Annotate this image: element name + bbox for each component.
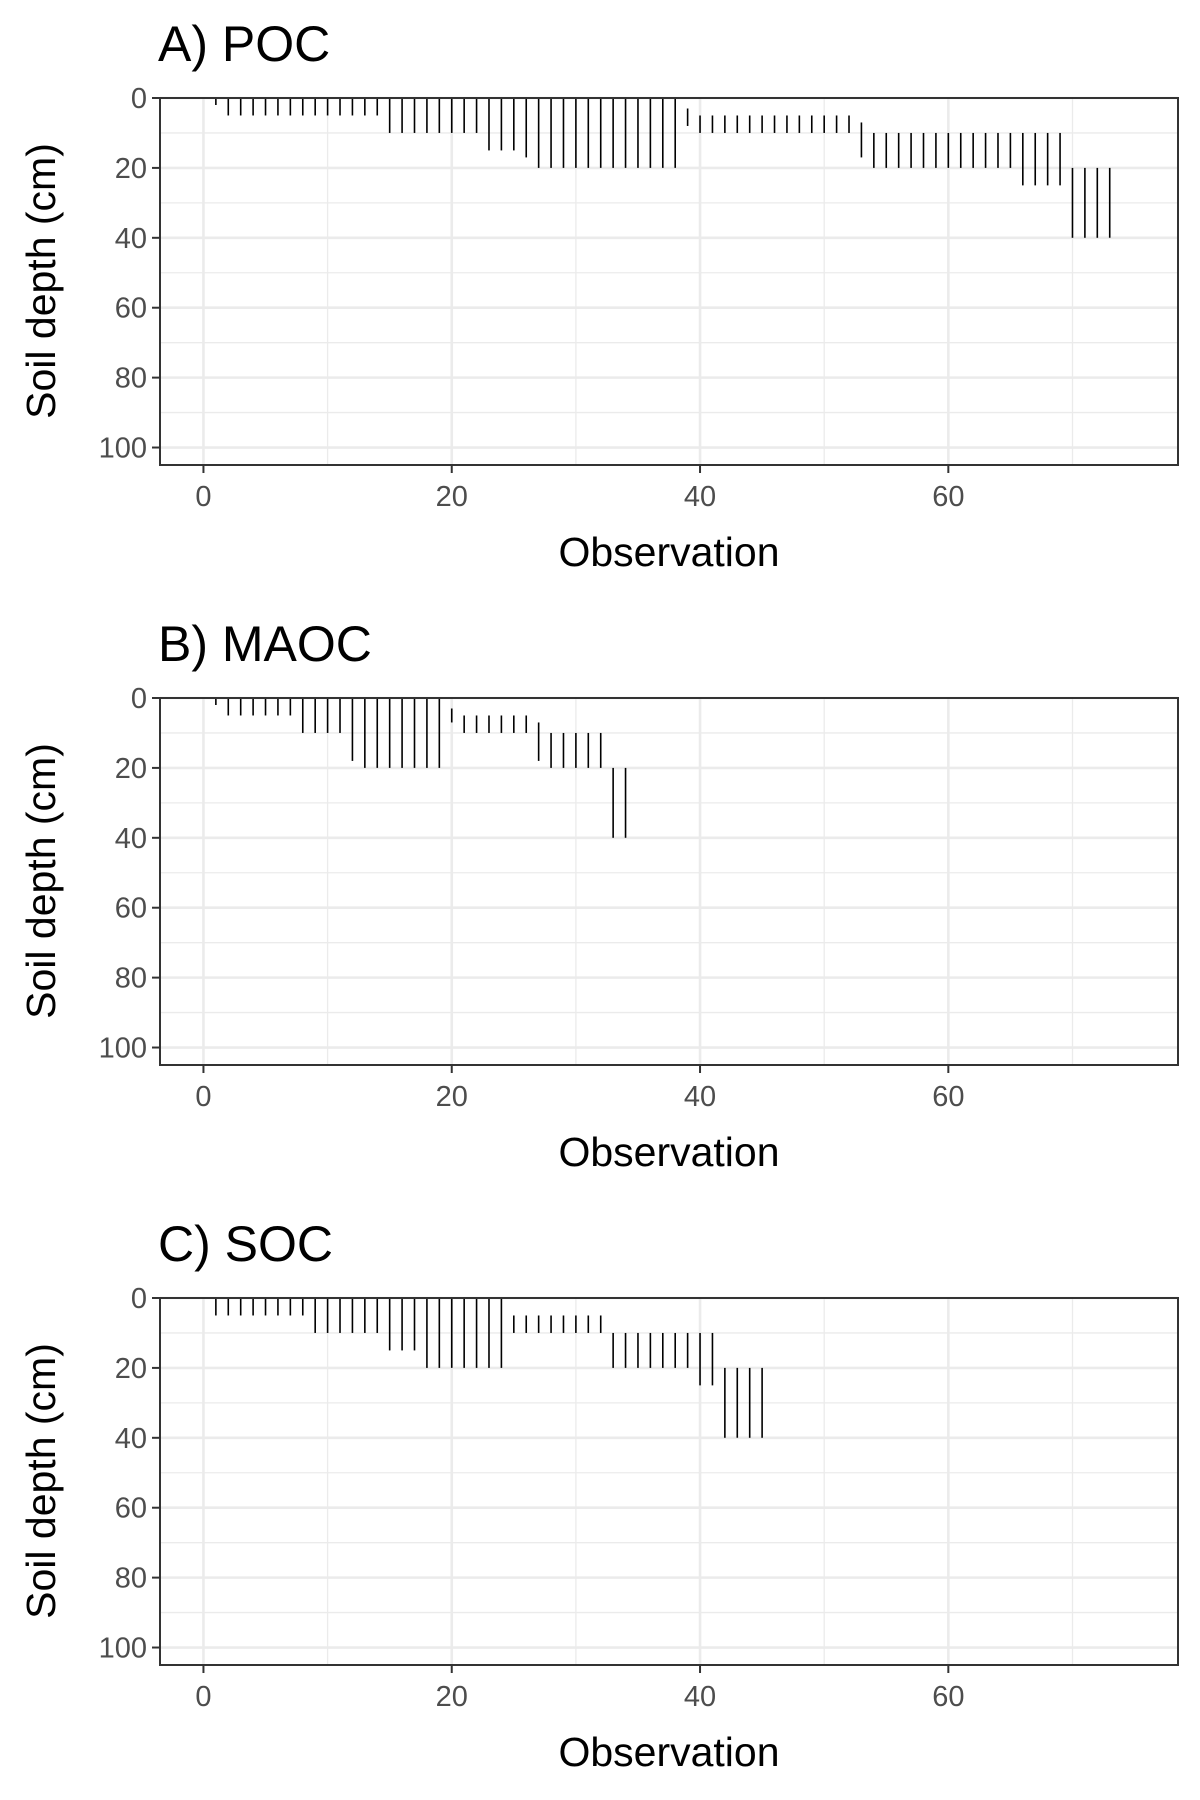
panel-border (159, 1297, 1179, 1666)
y-tick-label: 100 (99, 1633, 147, 1665)
x-axis-title: Observation (558, 1129, 779, 1175)
y-tick-label: 60 (115, 1493, 147, 1525)
grid (160, 1296, 1178, 1665)
x-tick-label: 20 (436, 481, 468, 513)
y-tick-label: 100 (99, 1033, 147, 1065)
y-tick-label: 40 (115, 823, 147, 855)
plot-area: 0 20 40 60 0 20 40 60 80 100 (99, 683, 1179, 1113)
x-tick-label: 0 (195, 1681, 211, 1713)
y-tick-label: 40 (115, 223, 147, 255)
x-tick-label: 40 (684, 1081, 716, 1113)
y-axis-title: Soil depth (cm) (18, 143, 64, 419)
panel-title: A) POC (158, 16, 330, 72)
y-tick-label: 100 (99, 433, 147, 465)
y-tick-label: 60 (115, 893, 147, 925)
panel-border (159, 697, 1179, 1066)
y-tick-label: 20 (115, 1353, 147, 1385)
x-tick-label: 40 (684, 481, 716, 513)
y-tick-label: 80 (115, 1563, 147, 1595)
y-tick-label: 0 (131, 1283, 147, 1315)
data-marks (215, 698, 627, 838)
axis-ticks: 0 20 40 60 0 20 40 60 80 100 (99, 1283, 965, 1713)
x-tick-label: 0 (195, 481, 211, 513)
y-tick-label: 20 (115, 153, 147, 185)
axis-ticks: 0 20 40 60 0 20 40 60 80 100 (99, 683, 965, 1113)
y-tick-label: 80 (115, 363, 147, 395)
plot-area: 0 20 40 60 0 20 40 60 80 100 (99, 1283, 1179, 1713)
y-tick-label: 80 (115, 963, 147, 995)
y-axis-title: Soil depth (cm) (18, 1343, 64, 1619)
x-tick-label: 60 (932, 481, 964, 513)
y-tick-label: 0 (131, 683, 147, 715)
x-tick-label: 60 (932, 1681, 964, 1713)
y-axis-title: Soil depth (cm) (18, 743, 64, 1019)
plot-area: 0 20 40 60 0 20 40 60 80 100 (99, 83, 1179, 513)
panel-title: C) SOC (158, 1216, 333, 1272)
panel-border (159, 97, 1179, 466)
y-tick-label: 60 (115, 293, 147, 325)
y-tick-label: 20 (115, 753, 147, 785)
x-axis-title: Observation (558, 1729, 779, 1775)
grid (160, 696, 1178, 1065)
panel-title: B) MAOC (158, 616, 372, 672)
x-tick-label: 40 (684, 1681, 716, 1713)
panel-soc: C) SOC 0 20 40 60 0 20 40 60 80 100 Observation S… (18, 1216, 1179, 1775)
x-tick-label: 20 (436, 1681, 468, 1713)
x-tick-label: 0 (195, 1081, 211, 1113)
data-marks (215, 1298, 763, 1438)
data-marks (215, 98, 1111, 238)
panel-poc: A) POC 0 20 40 60 0 20 40 60 80 100 Observation S… (18, 16, 1179, 575)
x-tick-label: 60 (932, 1081, 964, 1113)
x-axis-title: Observation (558, 529, 779, 575)
axis-ticks: 0 20 40 60 0 20 40 60 80 100 (99, 83, 965, 513)
grid (160, 96, 1178, 465)
y-tick-label: 0 (131, 83, 147, 115)
y-tick-label: 40 (115, 1423, 147, 1455)
x-tick-label: 20 (436, 1081, 468, 1113)
